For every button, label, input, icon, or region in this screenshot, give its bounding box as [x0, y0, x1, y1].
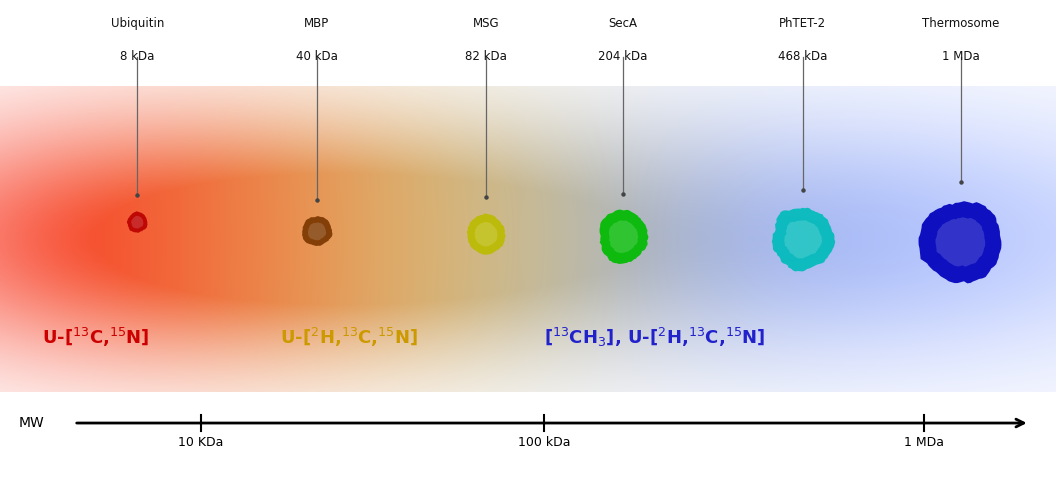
Text: MBP: MBP: [304, 17, 329, 30]
Text: U-[$^{13}$C,$^{15}$N]: U-[$^{13}$C,$^{15}$N]: [42, 326, 150, 348]
Text: Ubiquitin: Ubiquitin: [111, 17, 164, 30]
Polygon shape: [919, 201, 1001, 283]
Text: 204 kDa: 204 kDa: [599, 50, 647, 63]
Text: 1 MDa: 1 MDa: [904, 436, 944, 449]
Polygon shape: [308, 222, 326, 240]
Text: PhTET-2: PhTET-2: [779, 17, 826, 30]
Text: SecA: SecA: [608, 17, 638, 30]
Text: [$^{13}$CH$_3$], U-[$^{2}$H,$^{13}$C,$^{15}$N]: [$^{13}$CH$_3$], U-[$^{2}$H,$^{13}$C,$^{…: [544, 326, 766, 348]
Polygon shape: [127, 211, 148, 233]
Text: Thermosome: Thermosome: [922, 17, 1000, 30]
Text: 1 MDa: 1 MDa: [942, 50, 980, 63]
Polygon shape: [609, 220, 638, 253]
Text: MSG: MSG: [472, 17, 499, 30]
Text: 8 kDa: 8 kDa: [120, 50, 154, 63]
Polygon shape: [785, 220, 823, 259]
Polygon shape: [936, 217, 985, 267]
Text: U-[$^{2}$H,$^{13}$C,$^{15}$N]: U-[$^{2}$H,$^{13}$C,$^{15}$N]: [280, 326, 418, 348]
Text: 82 kDa: 82 kDa: [465, 50, 507, 63]
Text: 10 KDa: 10 KDa: [178, 436, 223, 449]
Polygon shape: [467, 214, 506, 255]
Polygon shape: [131, 216, 144, 228]
Text: MW: MW: [19, 416, 44, 430]
Polygon shape: [600, 209, 648, 264]
Polygon shape: [474, 222, 497, 247]
Polygon shape: [302, 216, 333, 246]
Text: 40 kDa: 40 kDa: [296, 50, 338, 63]
Text: 468 kDa: 468 kDa: [778, 50, 827, 63]
Polygon shape: [772, 208, 835, 272]
Text: 100 kDa: 100 kDa: [517, 436, 570, 449]
